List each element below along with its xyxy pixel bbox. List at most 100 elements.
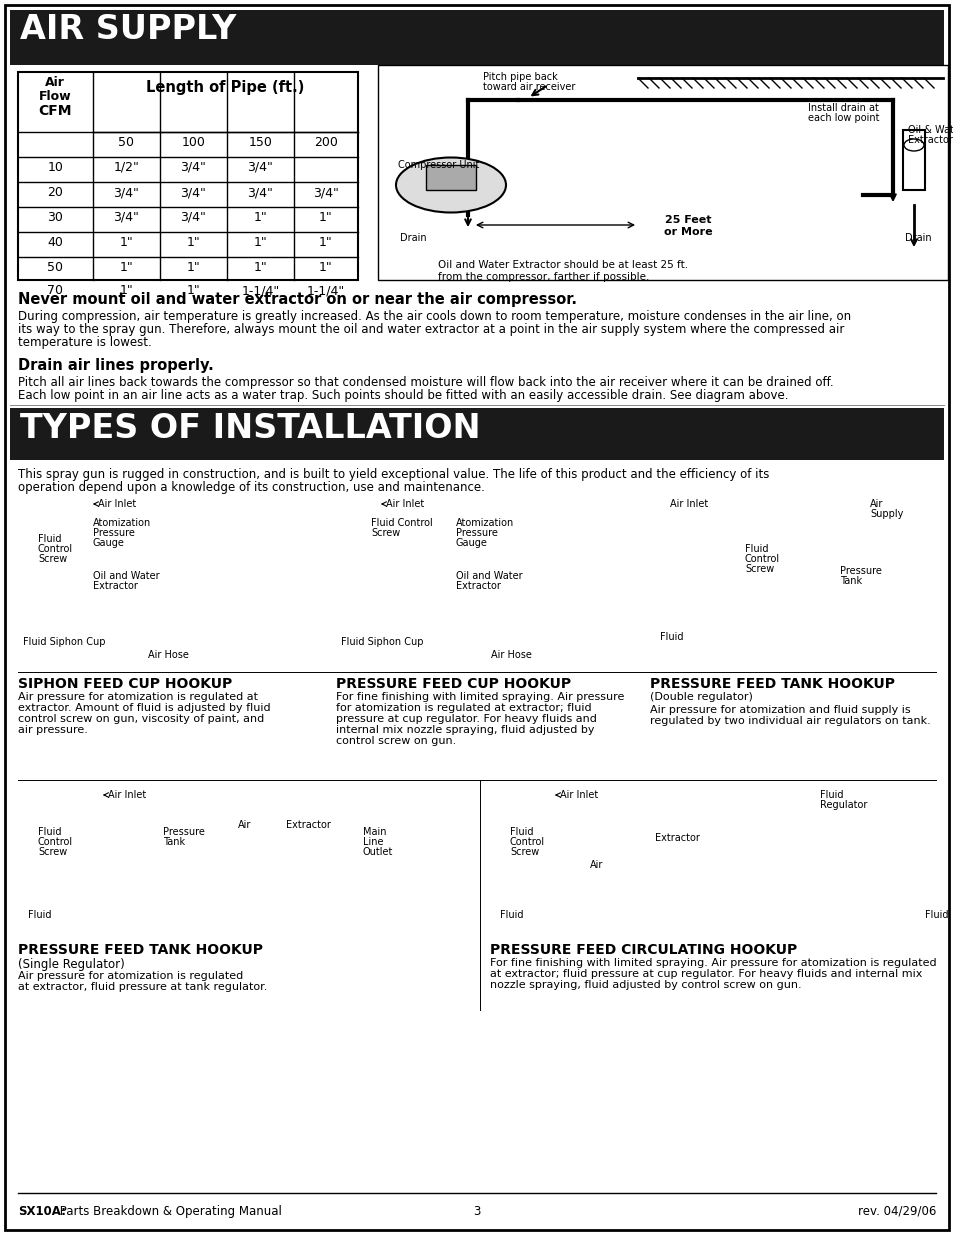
Text: PRESSURE FEED CUP HOOKUP: PRESSURE FEED CUP HOOKUP: [335, 677, 571, 692]
Bar: [426, 165, 476, 190]
Text: Parts Breakdown & Operating Manual: Parts Breakdown & Operating Manual: [56, 1205, 281, 1218]
Text: Air Inlet: Air Inlet: [108, 790, 146, 800]
Text: Control: Control: [510, 837, 544, 847]
Text: 25 Feet: 25 Feet: [664, 215, 711, 225]
Text: Atomization: Atomization: [456, 517, 514, 529]
Text: 50: 50: [48, 261, 64, 274]
Text: 1": 1": [253, 261, 267, 274]
Text: Fluid Siphon Cup: Fluid Siphon Cup: [340, 637, 423, 647]
Text: 3/4": 3/4": [180, 161, 206, 174]
Text: Screw: Screw: [38, 847, 67, 857]
Text: Screw: Screw: [744, 564, 774, 574]
Text: Fluid: Fluid: [499, 910, 523, 920]
Text: Screw: Screw: [371, 529, 400, 538]
Text: Each low point in an air line acts as a water trap. Such points should be fitted: Each low point in an air line acts as a …: [18, 389, 788, 403]
Text: Pitch pipe back: Pitch pipe back: [482, 72, 558, 82]
Text: toward air receiver: toward air receiver: [482, 82, 575, 91]
Text: Pitch all air lines back towards the compressor so that condensed moisture will : Pitch all air lines back towards the com…: [18, 375, 833, 389]
Text: Air: Air: [45, 77, 65, 89]
Text: 1-1/4": 1-1/4": [307, 284, 345, 296]
Text: control screw on gun, viscosity of paint, and: control screw on gun, viscosity of paint…: [18, 714, 264, 724]
Text: Fluid Control: Fluid Control: [371, 517, 433, 529]
Bar: [902, 130, 924, 190]
Text: 3/4": 3/4": [113, 211, 139, 224]
Ellipse shape: [903, 140, 923, 151]
Text: Pressure: Pressure: [163, 827, 205, 837]
Text: nozzle spraying, fluid adjusted by control screw on gun.: nozzle spraying, fluid adjusted by contr…: [490, 981, 801, 990]
Text: regulated by two individual air regulators on tank.: regulated by two individual air regulato…: [649, 716, 930, 726]
Text: Fluid: Fluid: [659, 632, 682, 642]
Text: 1": 1": [119, 236, 133, 249]
Text: from the compressor, farther if possible.: from the compressor, farther if possible…: [437, 272, 649, 282]
Text: Control: Control: [38, 543, 73, 555]
Text: air pressure.: air pressure.: [18, 725, 88, 735]
Text: Tank: Tank: [163, 837, 185, 847]
Text: For fine finishing with limited spraying. Air pressure: For fine finishing with limited spraying…: [335, 692, 623, 701]
Text: Oil & Water: Oil & Water: [907, 125, 953, 135]
Text: Air Inlet: Air Inlet: [669, 499, 707, 509]
Text: 20: 20: [48, 186, 63, 199]
Bar: [377, 65, 947, 280]
Text: Gauge: Gauge: [456, 538, 487, 548]
Text: Line: Line: [363, 837, 383, 847]
Text: Pressure: Pressure: [840, 566, 881, 576]
Text: TYPES OF INSTALLATION: TYPES OF INSTALLATION: [20, 412, 480, 445]
Text: For fine finishing with limited spraying. Air pressure for atomization is regula: For fine finishing with limited spraying…: [490, 958, 936, 968]
Text: Drain: Drain: [399, 233, 426, 243]
Text: Extractor: Extractor: [92, 580, 138, 592]
Text: internal mix nozzle spraying, fluid adjusted by: internal mix nozzle spraying, fluid adju…: [335, 725, 594, 735]
Text: Drain: Drain: [904, 233, 931, 243]
Text: Regulator: Regulator: [820, 800, 866, 810]
Text: 50: 50: [118, 136, 134, 149]
Text: PRESSURE FEED TANK HOOKUP: PRESSURE FEED TANK HOOKUP: [18, 944, 263, 957]
Text: Fluid: Fluid: [820, 790, 842, 800]
Text: 1": 1": [319, 261, 333, 274]
Text: 1": 1": [319, 236, 333, 249]
Text: Flow: Flow: [39, 90, 71, 103]
Text: Drain air lines properly.: Drain air lines properly.: [18, 358, 213, 373]
Text: 1": 1": [187, 284, 200, 296]
Text: Oil and Water: Oil and Water: [456, 571, 522, 580]
Text: Fluid: Fluid: [28, 910, 51, 920]
Text: Extractor: Extractor: [907, 135, 952, 144]
Text: rev. 04/29/06: rev. 04/29/06: [857, 1205, 935, 1218]
Text: (Double regulator): (Double regulator): [649, 692, 752, 701]
Text: 70: 70: [48, 284, 64, 296]
Text: Air Inlet: Air Inlet: [98, 499, 136, 509]
Text: Tank: Tank: [840, 576, 862, 585]
Text: Air Hose: Air Hose: [491, 650, 532, 659]
Text: 1": 1": [119, 261, 133, 274]
Text: extractor. Amount of fluid is adjusted by fluid: extractor. Amount of fluid is adjusted b…: [18, 703, 271, 713]
Text: 200: 200: [314, 136, 337, 149]
Text: 3/4": 3/4": [247, 161, 274, 174]
Text: at extractor; fluid pressure at cup regulator. For heavy fluids and internal mix: at extractor; fluid pressure at cup regu…: [490, 969, 922, 979]
Text: Fluid: Fluid: [38, 534, 61, 543]
Text: Oil and Water Extractor should be at least 25 ft.: Oil and Water Extractor should be at lea…: [437, 261, 687, 270]
Text: This spray gun is rugged in construction, and is built to yield exceptional valu: This spray gun is rugged in construction…: [18, 468, 768, 480]
Text: Fluid Siphon Cup: Fluid Siphon Cup: [23, 637, 106, 647]
Text: 1": 1": [187, 236, 200, 249]
Text: Air: Air: [589, 860, 602, 869]
Text: Fluid: Fluid: [924, 910, 947, 920]
Text: Air Inlet: Air Inlet: [386, 499, 424, 509]
Text: AIR SUPPLY: AIR SUPPLY: [20, 14, 236, 46]
Text: Outlet: Outlet: [363, 847, 393, 857]
Text: 1": 1": [119, 284, 133, 296]
Text: Fluid: Fluid: [38, 827, 61, 837]
Text: 1-1/4": 1-1/4": [241, 284, 279, 296]
Text: at extractor, fluid pressure at tank regulator.: at extractor, fluid pressure at tank reg…: [18, 982, 267, 992]
Text: Screw: Screw: [510, 847, 538, 857]
Text: Gauge: Gauge: [92, 538, 125, 548]
Text: (Single Regulator): (Single Regulator): [18, 958, 125, 971]
Text: 1": 1": [187, 261, 200, 274]
Text: Air pressure for atomization is regulated: Air pressure for atomization is regulate…: [18, 971, 243, 981]
Text: its way to the spray gun. Therefore, always mount the oil and water extractor at: its way to the spray gun. Therefore, alw…: [18, 324, 843, 336]
Text: Fluid: Fluid: [510, 827, 533, 837]
Text: PRESSURE FEED CIRCULATING HOOKUP: PRESSURE FEED CIRCULATING HOOKUP: [490, 944, 797, 957]
Text: Air Inlet: Air Inlet: [559, 790, 598, 800]
Text: temperature is lowest.: temperature is lowest.: [18, 336, 152, 350]
Text: Pressure: Pressure: [92, 529, 134, 538]
Text: Atomization: Atomization: [92, 517, 152, 529]
Text: Main: Main: [363, 827, 386, 837]
Text: Extractor: Extractor: [456, 580, 500, 592]
